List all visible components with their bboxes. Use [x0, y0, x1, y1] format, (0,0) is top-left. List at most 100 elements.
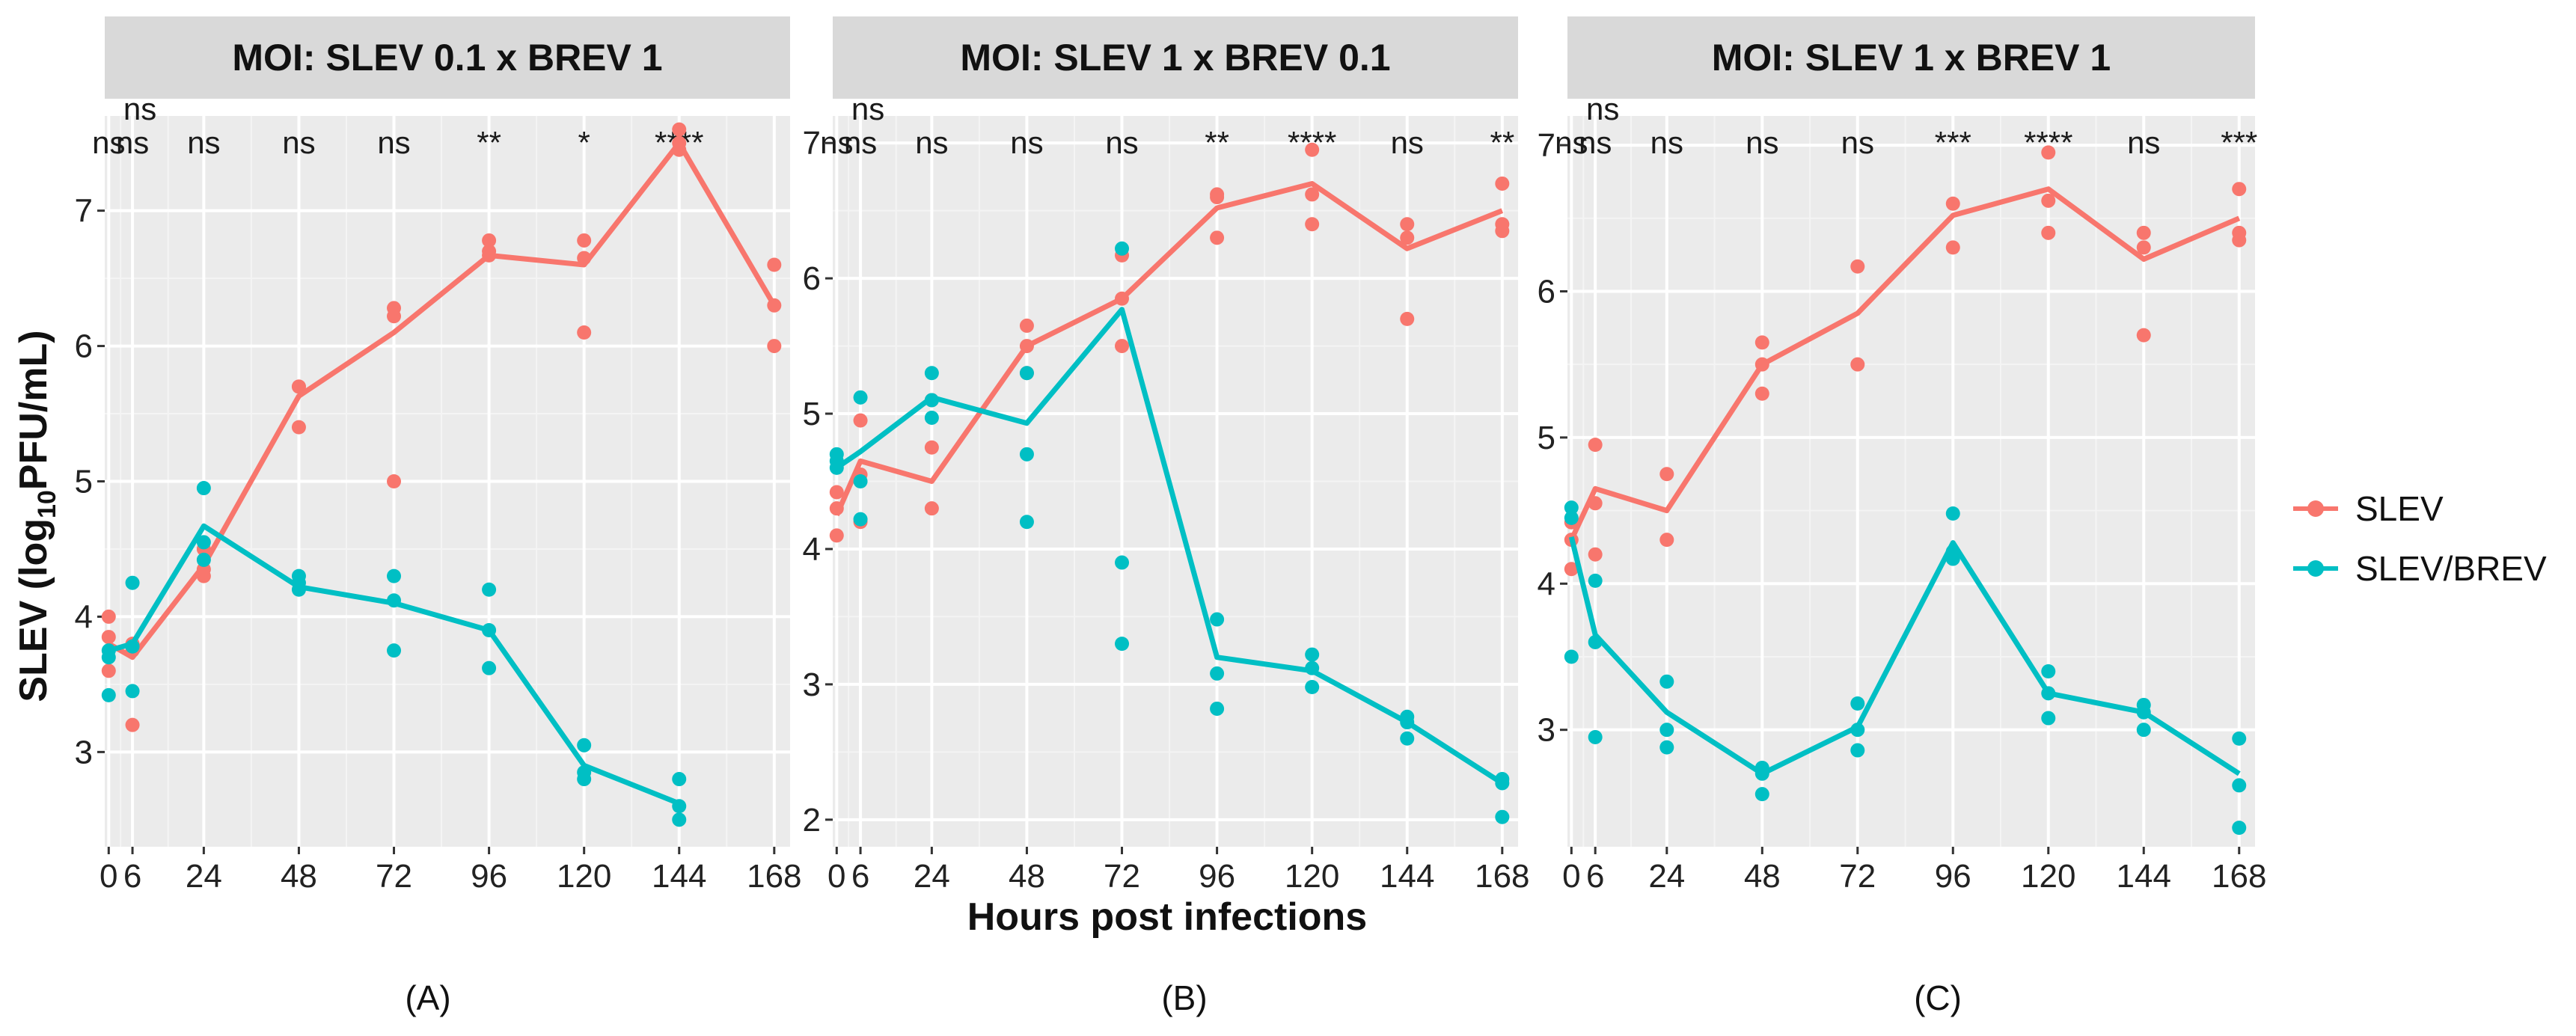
data-point [1754, 335, 1769, 350]
y-tick-label: 7 [1538, 127, 1555, 164]
significance-label-6h: ns [123, 91, 156, 126]
significance-label: ns [2127, 125, 2160, 160]
x-tick-label: 48 [281, 858, 317, 895]
data-point [2136, 328, 2151, 343]
significance-label: ns [377, 125, 410, 160]
x-tick-label: 48 [1009, 858, 1045, 895]
data-point [1564, 649, 1579, 664]
data-point [924, 366, 939, 381]
data-point [2136, 225, 2151, 240]
data-point [387, 474, 402, 488]
panel-caption: (A) [405, 978, 450, 1017]
data-point [2041, 711, 2056, 726]
significance-label: *** [2221, 125, 2257, 160]
x-tick-label: 24 [914, 858, 950, 895]
data-point [1659, 467, 1674, 482]
data-point [291, 420, 306, 435]
data-point [1850, 357, 1865, 372]
data-point [767, 298, 782, 313]
panel-title: MOI: SLEV 0.1 x BREV 1 [232, 37, 662, 79]
data-point [1945, 506, 1960, 521]
x-tick-label: 168 [2212, 858, 2266, 895]
significance-label-6h: ns [851, 91, 884, 126]
data-point [1588, 729, 1603, 744]
significance-label: ns [1746, 125, 1778, 160]
data-point [1305, 217, 1320, 232]
data-point [924, 440, 939, 455]
data-point [1495, 772, 1510, 787]
x-tick-label: 6 [123, 858, 141, 895]
data-point [1305, 660, 1320, 675]
data-point [1400, 311, 1415, 326]
x-tick-label: 6 [851, 858, 869, 895]
y-tick-label: 6 [1538, 273, 1555, 310]
x-tick-label: 144 [652, 858, 706, 895]
data-point [1210, 701, 1225, 716]
y-tick-label: 6 [803, 260, 821, 297]
x-axis-title: Hours post infections [967, 895, 1367, 939]
data-point [1659, 740, 1674, 755]
data-point [2232, 182, 2247, 197]
data-point [1305, 187, 1320, 202]
data-point [101, 687, 116, 702]
data-point [1400, 230, 1415, 245]
data-point [1400, 731, 1415, 746]
x-tick-label: 24 [186, 858, 222, 895]
legend-key-dot-slev [2307, 500, 2324, 517]
y-tick-label: 4 [803, 531, 821, 568]
data-point [1850, 723, 1865, 738]
legend-label-slev: SLEV [2355, 489, 2444, 528]
data-point [672, 799, 687, 814]
y-tick-label: 3 [1538, 712, 1555, 749]
x-tick-label: 72 [1839, 858, 1876, 895]
significance-label: ** [477, 125, 501, 160]
panel-caption: (B) [1161, 978, 1207, 1017]
data-point [1588, 547, 1603, 562]
data-point [1495, 217, 1510, 232]
x-tick-label: 96 [1199, 858, 1235, 895]
data-point [125, 639, 140, 654]
x-tick-label: 96 [1935, 858, 1971, 895]
x-tick-label: 120 [2021, 858, 2075, 895]
series-line-slev [1569, 186, 2241, 542]
data-point [829, 501, 844, 516]
x-tick-label: 168 [1475, 858, 1529, 895]
significance-label: ns [1391, 125, 1424, 160]
data-point [924, 393, 939, 408]
data-point [387, 643, 402, 658]
data-point [125, 717, 140, 732]
y-tick-label: 2 [803, 802, 821, 839]
x-tick-label: 144 [1380, 858, 1434, 895]
data-point [672, 135, 687, 150]
series-line-slev-brev [108, 523, 680, 806]
significance-label: ns [1010, 125, 1043, 160]
data-point [482, 233, 497, 248]
data-point [291, 568, 306, 583]
significance-label: ns [915, 125, 948, 160]
y-tick-label: 5 [803, 396, 821, 432]
y-tick-label: 5 [75, 464, 93, 500]
panel-strip [1567, 16, 2255, 99]
data-point [829, 485, 844, 500]
y-tick-label: 6 [75, 328, 93, 365]
data-point [196, 535, 211, 550]
data-point [577, 738, 592, 753]
y-tick-label: 3 [803, 666, 821, 703]
data-point [853, 390, 868, 405]
significance-label: ns [1555, 125, 1588, 160]
y-tick-label: 3 [75, 734, 93, 770]
data-point [853, 413, 868, 428]
data-point [2041, 686, 2056, 701]
data-point [2232, 778, 2247, 793]
y-tick-label: 7 [803, 125, 821, 162]
significance-label: ns [1579, 125, 1612, 160]
significance-label: ns [844, 125, 877, 160]
x-tick-label: 72 [1104, 858, 1140, 895]
significance-label: ns [187, 125, 220, 160]
y-axis-title-end: PFU/mL) [12, 330, 55, 490]
data-point [101, 643, 116, 658]
y-axis-title-main: SLEV (log [12, 518, 55, 702]
significance-label: ns [92, 125, 125, 160]
